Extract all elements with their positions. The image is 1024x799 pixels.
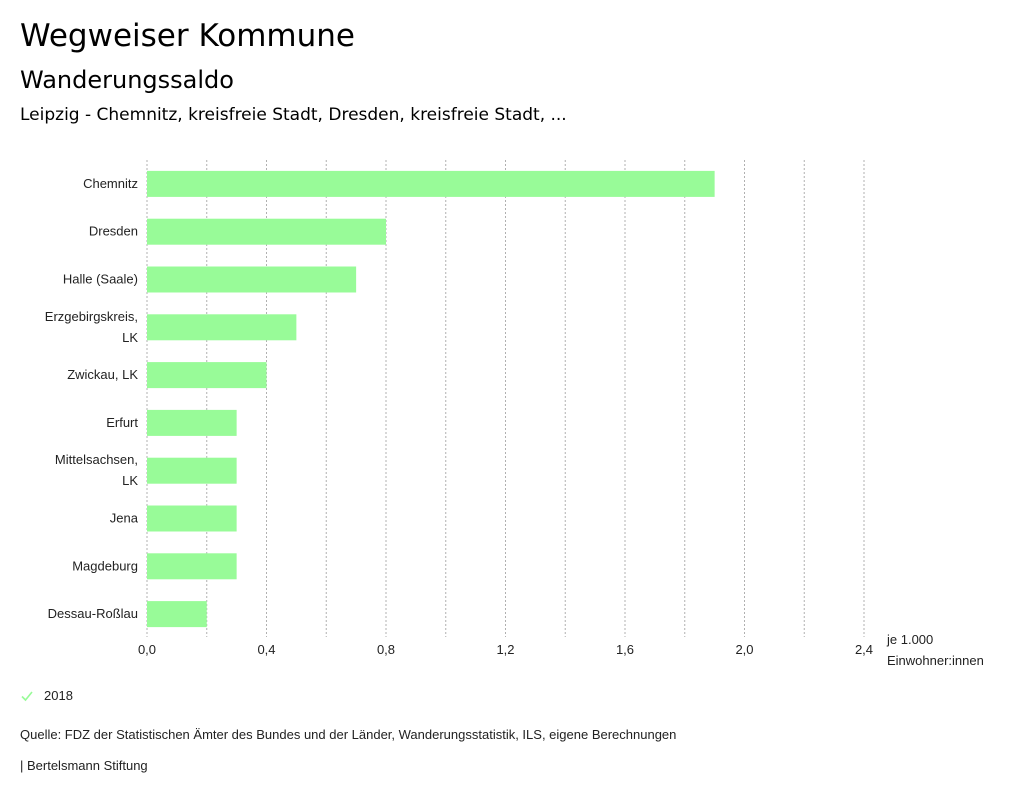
- tick-labels: 0,0 0,4 0,8 1,2 1,6 2,0 2,4: [138, 642, 873, 657]
- bar[interactable]: [147, 314, 297, 341]
- bar[interactable]: [147, 218, 386, 245]
- category-label: Erzgebirgskreis, LK: [45, 309, 139, 345]
- unit-label-line: je 1.000: [886, 632, 933, 647]
- bar-chart: Chemnitz Dresden Halle (Saale) Erzgebirgskr…: [45, 160, 984, 668]
- tick-label: 2,0: [735, 642, 753, 657]
- bar[interactable]: [147, 409, 237, 436]
- tick-label: 0,8: [377, 642, 395, 657]
- bar[interactable]: [147, 505, 237, 532]
- bar[interactable]: [147, 457, 237, 484]
- chart-description: Leipzig - Chemnitz, kreisfreie Stadt, Dr…: [20, 105, 567, 125]
- tick-label: 0,4: [257, 642, 275, 657]
- check-icon: [21, 690, 33, 701]
- category-label: Halle (Saale): [63, 272, 138, 287]
- tick-label: 1,2: [496, 642, 514, 657]
- category-label: Magdeburg: [72, 558, 138, 573]
- unit-label-line: Einwohner:innen: [887, 653, 984, 668]
- bar[interactable]: [147, 362, 267, 389]
- category-label: Dessau-Roßlau: [48, 606, 138, 621]
- category-label: Erfurt: [106, 415, 138, 430]
- unit-label: je 1.000 Einwohner:innen: [886, 632, 984, 668]
- category-label: Dresden: [89, 224, 138, 239]
- category-label: Chemnitz: [83, 176, 138, 191]
- source-text: Quelle: FDZ der Statistischen Ämter des …: [20, 727, 677, 742]
- publisher-text: | Bertelsmann Stiftung: [20, 758, 148, 773]
- tick-label: 1,6: [616, 642, 634, 657]
- bar[interactable]: [147, 601, 207, 628]
- chart-title: Wegweiser Kommune: [20, 18, 355, 54]
- category-label: Jena: [110, 511, 139, 526]
- bar[interactable]: [147, 553, 237, 580]
- tick-label: 2,4: [855, 642, 873, 657]
- legend[interactable]: 2018: [20, 688, 73, 703]
- legend-label: 2018: [44, 688, 73, 703]
- bar[interactable]: [147, 170, 715, 197]
- category-label: Zwickau, LK: [67, 367, 138, 382]
- bars: [147, 170, 715, 628]
- category-labels: Chemnitz Dresden Halle (Saale) Erzgebirgskr…: [45, 176, 139, 621]
- tick-label: 0,0: [138, 642, 156, 657]
- bar[interactable]: [147, 266, 357, 293]
- chart-subtitle: Wanderungssaldo: [20, 66, 234, 94]
- category-label: Mittelsachsen, LK: [55, 452, 138, 488]
